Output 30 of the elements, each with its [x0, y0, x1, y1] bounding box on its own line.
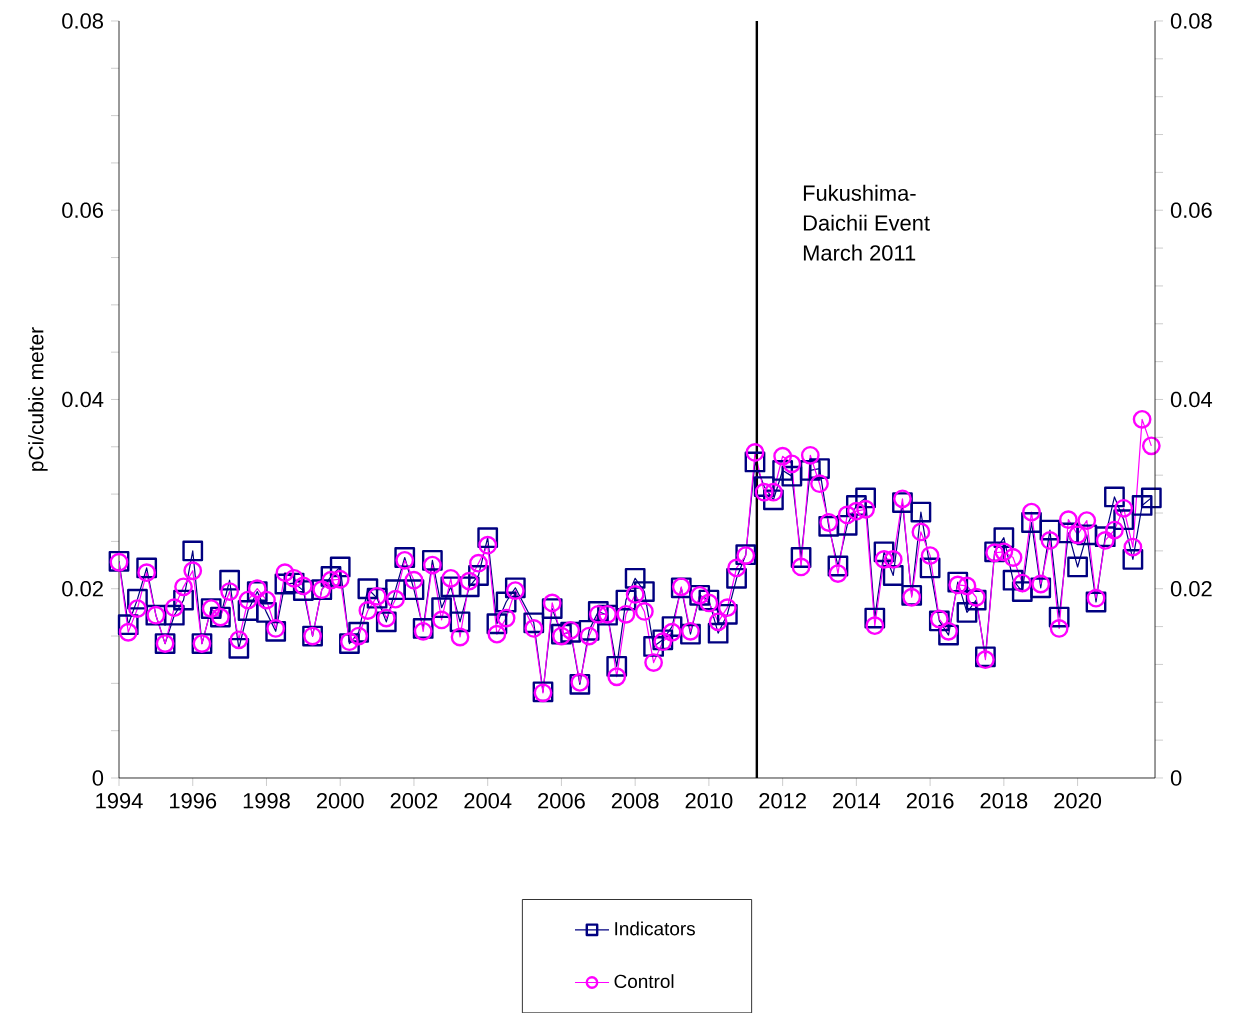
x-tick-label: 2020 [1054, 792, 1102, 809]
x-tick-label: 2004 [464, 792, 512, 809]
x-tick-label: 2000 [316, 792, 364, 809]
y2-tick-label: 0.08 [1170, 13, 1212, 29]
y2-tick-label: 0.04 [1170, 391, 1213, 408]
y-axis-title: pCi/cubic meter [28, 327, 48, 471]
x-tick-label: 2014 [833, 792, 881, 809]
x-tick-label: 1994 [96, 792, 143, 809]
annotation: Fukushima- [803, 184, 916, 201]
y-tick-label: 0.04 [62, 391, 104, 408]
y-tick-label: 0.08 [62, 13, 103, 29]
y2-tick-label: 0.06 [1170, 202, 1212, 218]
x-tick-label: 2012 [759, 792, 806, 809]
x-tick-label: 2002 [390, 792, 438, 809]
annotation: Daichii Event [803, 214, 930, 231]
x-tick-label: 2018 [980, 792, 1028, 809]
x-tick-label: 2010 [685, 792, 733, 809]
legend-label: Indicators [615, 921, 695, 936]
x-tick-label: 2006 [538, 792, 585, 809]
y-tick-label: 0.06 [62, 202, 103, 218]
y2-tick-label: 0.02 [1170, 580, 1212, 597]
y2-tick-label: 0 [1170, 770, 1182, 786]
legend-label: Control [614, 974, 674, 988]
y-tick-label: 0.02 [62, 580, 103, 597]
x-tick-label: 1996 [170, 792, 217, 809]
x-tick-label: 2016 [906, 792, 954, 809]
x-tick-label: 2008 [611, 792, 659, 809]
y-tick-label: 0 [92, 770, 104, 786]
x-tick-label: 1998 [243, 792, 290, 809]
annotation: March 2011 [803, 244, 916, 261]
